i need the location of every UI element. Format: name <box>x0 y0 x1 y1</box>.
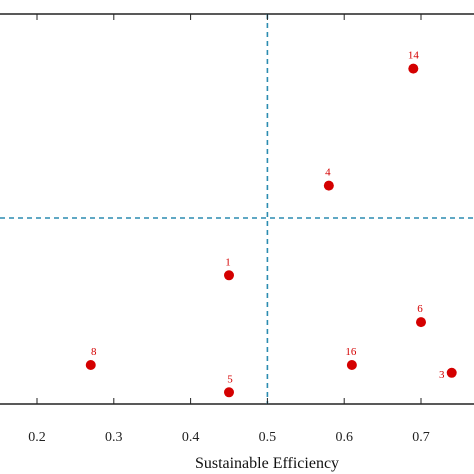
x-tick-label: 0.4 <box>182 430 200 445</box>
data-point <box>446 367 457 378</box>
data-point-label: 14 <box>408 50 420 62</box>
data-point <box>224 270 234 281</box>
data-point-label: 5 <box>227 373 233 385</box>
data-point <box>408 63 419 74</box>
data-point <box>346 360 357 370</box>
data-point <box>85 360 96 370</box>
data-point-label: 6 <box>417 303 423 315</box>
x-tick-label: 0.3 <box>105 430 123 445</box>
data-point <box>224 387 234 398</box>
x-tick-label: 0.7 <box>412 430 430 445</box>
x-tick-label: 0.2 <box>28 430 46 445</box>
x-tick-label: 0.6 <box>335 430 353 445</box>
data-point-label: 8 <box>91 346 97 358</box>
x-axis-label: Sustainable Efficiency <box>195 455 339 472</box>
data-point <box>416 317 426 328</box>
data-point-label: 3 <box>439 369 445 381</box>
x-axis-ticks: 0.2 0.3 0.4 0.5 0.6 0.7 <box>28 14 430 445</box>
data-point-label: 4 <box>325 167 331 179</box>
x-tick-label: 0.5 <box>259 430 277 445</box>
data-point <box>323 180 334 191</box>
data-point-label: 16 <box>345 346 357 358</box>
data-point-label: 1 <box>225 256 231 268</box>
data-points: 14416816531 <box>85 50 457 398</box>
